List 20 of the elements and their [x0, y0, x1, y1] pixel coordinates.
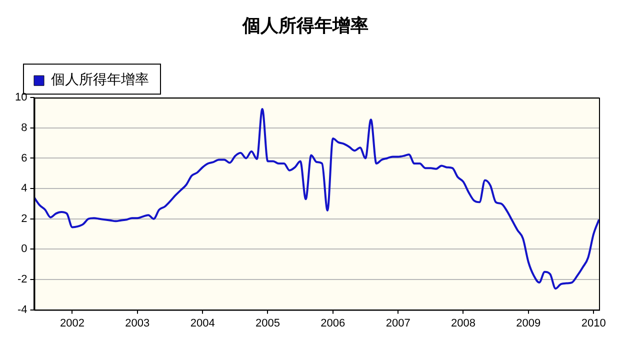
y-tick-label: 6 [21, 152, 28, 164]
legend-label: 個人所得年增率 [51, 72, 149, 88]
x-tick-label: 2003 [125, 317, 150, 330]
x-tick-label: 2009 [516, 317, 541, 330]
y-tick-label: -4 [17, 304, 28, 316]
chart-title: 個人所得年增率 [242, 15, 368, 36]
line-series [34, 108, 599, 290]
y-tick-label: 0 [21, 243, 28, 256]
x-tick-label: 2008 [450, 317, 476, 330]
x-tick-label: 2006 [320, 317, 346, 330]
y-tick-label: 4 [21, 182, 28, 195]
y-tick-label: 10 [14, 92, 28, 104]
x-tick-label: 2005 [256, 317, 280, 330]
y-tick-label: 8 [21, 122, 28, 134]
x-tick-label: 2007 [386, 317, 410, 330]
y-tick-label: -2 [17, 274, 28, 286]
x-tick-label: 2004 [190, 317, 215, 330]
x-tick-label: 2002 [60, 317, 84, 330]
y-tick-label: 2 [21, 212, 28, 225]
x-tick-label: 2010 [581, 317, 606, 330]
